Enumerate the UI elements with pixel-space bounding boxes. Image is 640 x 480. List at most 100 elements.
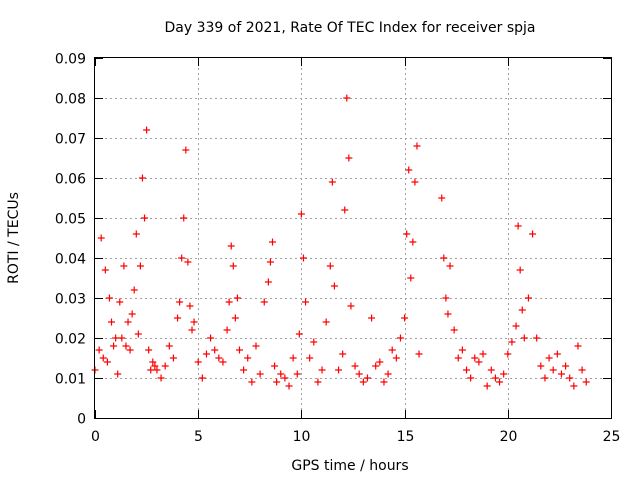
data-point	[149, 358, 157, 366]
data-point	[347, 302, 355, 310]
data-point	[198, 374, 206, 382]
data-point	[310, 338, 318, 346]
data-point	[269, 238, 277, 246]
data-point	[322, 318, 330, 326]
data-point	[442, 294, 450, 302]
data-point	[518, 306, 526, 314]
data-point	[396, 334, 404, 342]
data-point	[508, 338, 516, 346]
data-point	[184, 258, 192, 266]
data-point	[174, 314, 182, 322]
data-point	[533, 334, 541, 342]
data-point	[363, 374, 371, 382]
data-point	[500, 370, 508, 378]
y-tick-label: 0.08	[55, 92, 86, 108]
data-point	[318, 366, 326, 374]
data-point	[487, 366, 495, 374]
data-point	[116, 298, 124, 306]
data-point	[256, 370, 264, 378]
data-point	[438, 194, 446, 202]
x-tick-label: 0	[91, 429, 100, 445]
data-point	[359, 378, 367, 386]
data-point	[97, 234, 105, 242]
data-point	[235, 346, 243, 354]
y-tick-label: 0.05	[55, 212, 86, 228]
data-point	[223, 326, 231, 334]
data-point	[297, 210, 305, 218]
data-point	[545, 354, 553, 362]
y-tick-label: 0.06	[55, 172, 86, 188]
x-tick-label: 10	[293, 429, 311, 445]
x-tick-label: 15	[397, 429, 415, 445]
data-point	[289, 354, 297, 362]
data-point	[161, 362, 169, 370]
data-point	[302, 298, 310, 306]
data-point	[483, 382, 491, 390]
data-point	[147, 366, 155, 374]
data-point	[118, 334, 126, 342]
y-tick-label: 0.07	[55, 132, 86, 148]
data-point	[202, 350, 210, 358]
data-point	[132, 230, 140, 238]
data-point	[293, 370, 301, 378]
data-point	[549, 366, 557, 374]
data-point	[444, 310, 452, 318]
data-point	[240, 366, 248, 374]
data-point	[101, 266, 109, 274]
data-point	[180, 214, 188, 222]
data-point	[541, 374, 549, 382]
data-point	[122, 342, 130, 350]
plot-frame	[94, 57, 612, 419]
data-point	[138, 174, 146, 182]
data-point	[314, 378, 322, 386]
x-tick-label: 25	[603, 429, 621, 445]
data-point	[130, 286, 138, 294]
data-point	[299, 254, 307, 262]
data-point	[124, 318, 132, 326]
data-point	[351, 362, 359, 370]
data-point	[529, 230, 537, 238]
data-point	[110, 342, 118, 350]
data-point	[516, 266, 524, 274]
data-point	[277, 370, 285, 378]
data-point	[194, 358, 202, 366]
data-point	[440, 254, 448, 262]
data-point	[295, 330, 303, 338]
data-point	[188, 326, 196, 334]
data-point	[388, 346, 396, 354]
data-point	[392, 354, 400, 362]
data-point	[186, 302, 194, 310]
data-point	[215, 354, 223, 362]
data-point	[231, 314, 239, 322]
data-point	[403, 230, 411, 238]
data-point	[225, 298, 233, 306]
data-point	[407, 274, 415, 282]
data-point	[306, 354, 314, 362]
data-point	[562, 362, 570, 370]
data-point	[405, 166, 413, 174]
data-point	[413, 142, 421, 150]
data-point	[108, 318, 116, 326]
data-point	[134, 330, 142, 338]
data-point	[178, 254, 186, 262]
data-point	[114, 370, 122, 378]
data-point	[574, 342, 582, 350]
data-point	[165, 342, 173, 350]
data-point	[446, 262, 454, 270]
data-point	[182, 146, 190, 154]
data-point	[401, 314, 409, 322]
data-point	[471, 354, 479, 362]
chart-title: Day 339 of 2021, Rate Of TEC Index for r…	[164, 20, 535, 36]
data-point	[95, 346, 103, 354]
data-point	[450, 326, 458, 334]
data-point	[153, 366, 161, 374]
data-point	[415, 350, 423, 358]
data-point	[514, 222, 522, 230]
y-tick-label: 0.02	[55, 332, 86, 348]
data-point	[271, 362, 279, 370]
data-point	[126, 346, 134, 354]
data-point	[339, 350, 347, 358]
y-axis-title: ROTI / TECUs	[6, 192, 22, 284]
y-tick-label: 0.03	[55, 292, 86, 308]
